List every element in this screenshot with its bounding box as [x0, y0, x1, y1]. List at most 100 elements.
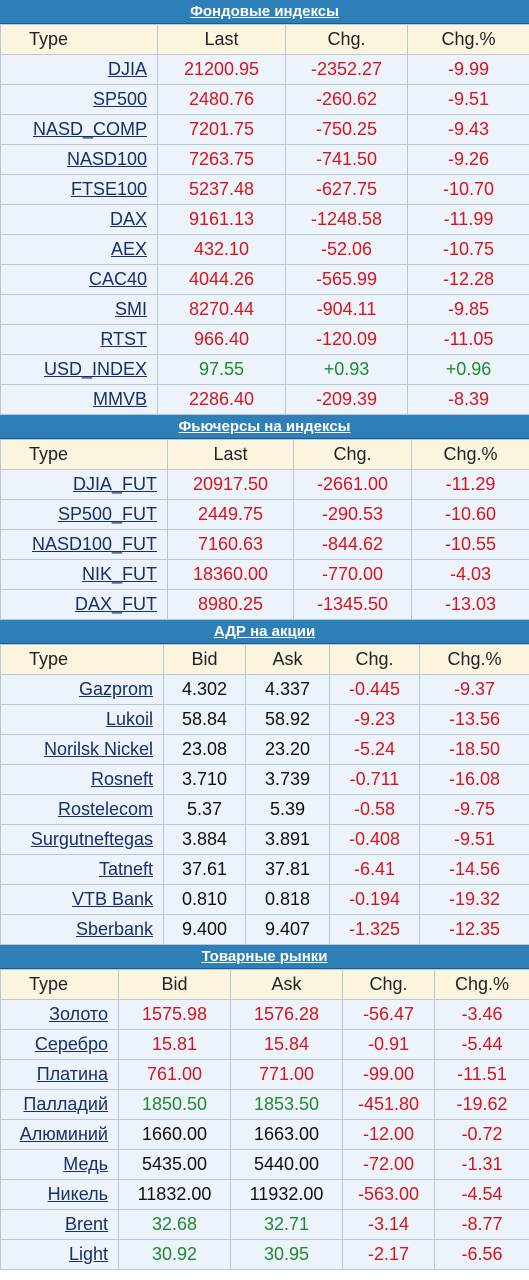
value-cell-chg-pct: -19.32 — [419, 884, 529, 915]
instrument-cell: MMVB — [0, 384, 158, 415]
value-cell-ask: 37.81 — [245, 854, 330, 885]
instrument-link[interactable]: MMVB — [93, 389, 147, 409]
instrument-link[interactable]: Rostelecom — [57, 799, 153, 819]
instrument-link[interactable]: AEX — [110, 239, 147, 259]
table-row: Norilsk Nickel 23.08 23.20 -5.24 -18.50 — [0, 734, 529, 765]
instrument-link[interactable]: Медь — [63, 1154, 108, 1174]
section-title-adr[interactable]: АДР на акции — [0, 620, 529, 644]
value-cell-chg-pct: -11.51 — [434, 1059, 529, 1090]
instrument-link[interactable]: USD_INDEX — [43, 359, 147, 379]
value-cell-chg-pct: -18.50 — [419, 734, 529, 765]
value-cell-chg-pct: -10.75 — [407, 234, 529, 265]
quotes-table-commodities: Type Bid Ask Chg. Chg.% Золото 1575.98 1576.28-… — [0, 969, 529, 1270]
instrument-link[interactable]: Gazprom — [78, 679, 153, 699]
value-cell-bid: 32.68 — [118, 1209, 231, 1240]
value-cell-chg-pct: +0.96 — [407, 354, 529, 385]
instrument-link[interactable]: Tatneft — [98, 859, 153, 879]
value-cell-chg: -904.11 — [285, 294, 408, 325]
value-cell-last: 18360.00 — [167, 559, 294, 590]
instrument-cell: NASD100 — [0, 144, 158, 175]
instrument-cell: RTST — [0, 324, 158, 355]
instrument-link[interactable]: Norilsk Nickel — [43, 739, 153, 759]
value-cell-bid: 1575.98 — [118, 999, 231, 1030]
instrument-link[interactable]: NASD100 — [66, 149, 147, 169]
value-cell-bid: 15.81 — [118, 1029, 231, 1060]
value-cell-ask: 15.84 — [230, 1029, 343, 1060]
instrument-link[interactable]: DAX — [109, 209, 147, 229]
value-cell-chg: -2.17 — [342, 1239, 435, 1270]
table-header-row: Type Bid Ask Chg. Chg.% — [0, 644, 529, 675]
value-cell-ask: 58.92 — [245, 704, 330, 735]
instrument-cell: SMI — [0, 294, 158, 325]
value-cell-chg: -0.445 — [329, 674, 420, 705]
value-cell-chg-pct: -4.54 — [434, 1179, 529, 1210]
value-cell-last: 20917.50 — [167, 469, 294, 500]
instrument-cell: Платина — [0, 1059, 119, 1090]
value-cell-last: 432.10 — [157, 234, 286, 265]
instrument-link[interactable]: Алюминий — [19, 1124, 108, 1144]
value-cell-last: 2286.40 — [157, 384, 286, 415]
instrument-link[interactable]: Sberbank — [75, 919, 153, 939]
value-cell-chg-pct: -11.29 — [411, 469, 529, 500]
value-cell-bid: 30.92 — [118, 1239, 231, 1270]
instrument-link[interactable]: Surgutneftegas — [30, 829, 153, 849]
instrument-link[interactable]: Никель — [47, 1184, 108, 1204]
value-cell-ask: 3.891 — [245, 824, 330, 855]
instrument-link[interactable]: Платина — [36, 1064, 108, 1084]
section-title-futures[interactable]: Фьючерсы на индексы — [0, 415, 529, 439]
instrument-link[interactable]: Rosneft — [90, 769, 153, 789]
instrument-link[interactable]: NASD100_FUT — [31, 534, 157, 554]
value-cell-chg-pct: -9.37 — [419, 674, 529, 705]
table-row: Золото 1575.98 1576.28 -56.47 -3.46 — [0, 999, 529, 1030]
instrument-link[interactable]: Brent — [64, 1214, 108, 1234]
value-cell-ask: 0.818 — [245, 884, 330, 915]
instrument-link[interactable]: CAC40 — [88, 269, 147, 289]
value-cell-chg-pct: -14.56 — [419, 854, 529, 885]
value-cell-last: 7201.75 — [157, 114, 286, 145]
instrument-link[interactable]: RTST — [100, 329, 147, 349]
instrument-link[interactable]: Серебро — [34, 1034, 108, 1054]
value-cell-chg-pct: -0.72 — [434, 1119, 529, 1150]
instrument-link[interactable]: DAX_FUT — [74, 594, 157, 614]
table-row: SP500 2480.76 -260.62 -9.51 — [0, 84, 529, 115]
instrument-link[interactable]: DJIA — [107, 59, 147, 79]
instrument-link[interactable]: Палладий — [23, 1094, 108, 1114]
value-cell-ask: 771.00 — [230, 1059, 343, 1090]
instrument-link[interactable]: VTB Bank — [71, 889, 153, 909]
value-cell-chg-pct: -10.60 — [411, 499, 529, 530]
instrument-cell: Brent — [0, 1209, 119, 1240]
value-cell-ask: 1663.00 — [230, 1119, 343, 1150]
value-cell-bid: 23.08 — [163, 734, 246, 765]
instrument-link[interactable]: NIK_FUT — [81, 564, 157, 584]
value-cell-chg: -6.41 — [329, 854, 420, 885]
section-title-indices[interactable]: Фондовые индексы — [0, 0, 529, 24]
table-row: Light 30.92 30.95 -2.17 -6.56 — [0, 1239, 529, 1270]
table-row: Rostelecom 5.37 5.39 -0.58 -9.75 — [0, 794, 529, 825]
instrument-link[interactable]: SMI — [114, 299, 147, 319]
instrument-link[interactable]: FTSE100 — [70, 179, 147, 199]
section-title-commodities[interactable]: Товарные рынки — [0, 945, 529, 969]
value-cell-last: 8980.25 — [167, 589, 294, 620]
value-cell-ask: 11932.00 — [230, 1179, 343, 1210]
instrument-link[interactable]: Lukoil — [105, 709, 153, 729]
instrument-link[interactable]: SP500 — [92, 89, 147, 109]
instrument-cell: NASD100_FUT — [0, 529, 168, 560]
table-header-row: Type Bid Ask Chg. Chg.% — [0, 969, 529, 1000]
instrument-link[interactable]: Золото — [49, 1004, 108, 1024]
value-cell-chg: -750.25 — [285, 114, 408, 145]
instrument-link[interactable]: DJIA_FUT — [72, 474, 157, 494]
instrument-link[interactable]: SP500_FUT — [57, 504, 157, 524]
instrument-link[interactable]: Light — [68, 1244, 108, 1264]
value-cell-bid: 1850.50 — [118, 1089, 231, 1120]
value-cell-chg-pct: -6.56 — [434, 1239, 529, 1270]
value-cell-chg: -209.39 — [285, 384, 408, 415]
column-header: Bid — [163, 644, 246, 675]
value-cell-chg: -0.91 — [342, 1029, 435, 1060]
value-cell-chg-pct: -12.28 — [407, 264, 529, 295]
column-header: Chg. — [285, 24, 408, 55]
column-header: Ask — [230, 969, 343, 1000]
value-cell-chg: -2661.00 — [293, 469, 412, 500]
instrument-link[interactable]: NASD_COMP — [32, 119, 147, 139]
value-cell-chg-pct: -3.46 — [434, 999, 529, 1030]
